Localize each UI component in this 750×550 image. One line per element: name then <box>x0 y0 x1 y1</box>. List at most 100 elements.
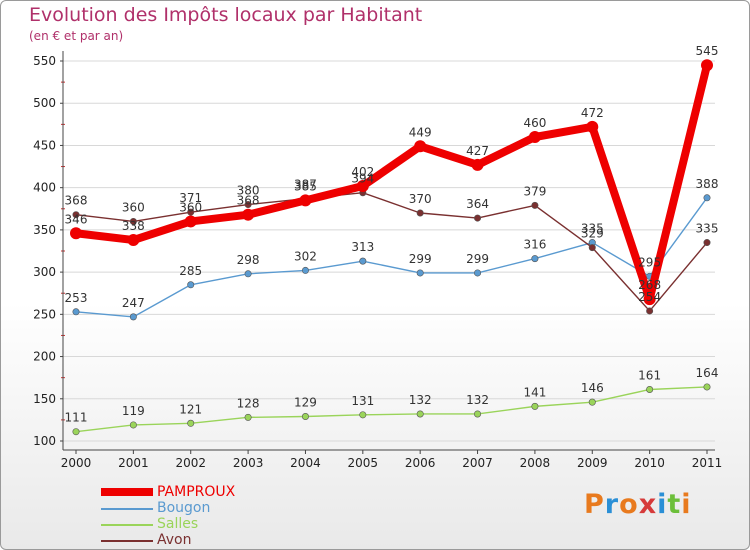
data-point-pamproux <box>356 179 369 192</box>
data-point-bougon <box>416 269 424 277</box>
series-line-pamproux <box>72 61 711 304</box>
x-tick-label: 2006 <box>405 456 436 470</box>
x-tick-label: 2002 <box>175 456 206 470</box>
data-label-bougon: 299 <box>409 252 432 266</box>
logo-letter: r <box>604 489 620 520</box>
data-label-salles: 131 <box>351 394 374 408</box>
y-tick-label: 150 <box>33 392 56 406</box>
data-point-pamproux <box>643 293 656 306</box>
data-point-avon <box>646 307 654 315</box>
x-tick-label: 2001 <box>118 456 149 470</box>
data-label-pamproux: 472 <box>581 106 604 120</box>
y-tick-label: 300 <box>33 265 56 279</box>
data-label-salles: 129 <box>294 396 317 410</box>
data-point-salles <box>703 383 711 391</box>
data-label-pamproux: 368 <box>237 194 260 208</box>
proxiti-logo: Proxiti <box>584 489 692 520</box>
data-label-salles: 141 <box>523 385 546 399</box>
legend-label: Bougon <box>157 500 211 516</box>
data-label-salles: 164 <box>696 366 719 380</box>
data-label-bougon: 388 <box>696 177 719 191</box>
series-line-salles <box>75 386 708 433</box>
legend-label: PAMPROUX <box>157 484 236 500</box>
data-label-avon: 254 <box>638 290 661 304</box>
y-tick-label: 100 <box>33 434 56 448</box>
data-point-bougon <box>244 270 252 278</box>
data-point-pamproux <box>414 140 427 153</box>
data-point-bougon <box>129 313 137 321</box>
x-tick-label: 2003 <box>233 456 264 470</box>
data-point-pamproux <box>471 158 484 171</box>
data-label-pamproux: 346 <box>65 212 88 226</box>
legend-swatch <box>101 508 153 510</box>
data-point-pamproux <box>70 227 82 240</box>
data-label-salles: 161 <box>638 368 661 382</box>
data-label-salles: 119 <box>122 404 145 418</box>
data-point-avon <box>416 209 424 217</box>
data-label-bougon: 298 <box>237 253 260 267</box>
data-label-avon: 387 <box>294 178 317 192</box>
data-point-salles <box>474 410 482 418</box>
data-point-avon <box>129 217 137 225</box>
data-label-salles: 146 <box>581 381 604 395</box>
data-point-bougon <box>703 194 711 202</box>
data-label-avon: 370 <box>409 192 432 206</box>
data-point-pamproux <box>242 208 255 221</box>
legend-label: Salles <box>157 516 199 532</box>
data-point-bougon <box>531 255 539 263</box>
logo-letter: i <box>681 489 692 520</box>
data-label-salles: 132 <box>466 393 489 407</box>
x-tick-label: 2004 <box>290 456 321 470</box>
legend-swatch <box>101 524 153 526</box>
data-label-avon: 379 <box>523 184 546 198</box>
series-line-bougon <box>75 197 708 318</box>
data-label-bougon: 253 <box>65 291 88 305</box>
data-point-bougon <box>359 257 367 265</box>
data-point-bougon <box>72 308 80 316</box>
logo-letter: o <box>619 489 639 520</box>
data-point-bougon <box>474 269 482 277</box>
data-label-bougon: 313 <box>351 240 374 254</box>
data-point-avon <box>703 239 711 247</box>
data-label-pamproux: 268 <box>638 278 661 292</box>
logo-letter: t <box>667 489 682 520</box>
data-point-pamproux <box>184 215 197 228</box>
data-point-salles <box>301 413 309 421</box>
data-label-bougon: 316 <box>523 238 546 252</box>
legend-label: Avon <box>157 532 192 548</box>
data-label-pamproux: 427 <box>466 144 489 158</box>
chart-subtitle: (en € et par an) <box>29 29 124 43</box>
data-point-avon <box>588 244 596 252</box>
data-label-bougon: 295 <box>638 255 661 269</box>
data-label-avon: 371 <box>179 191 202 205</box>
logo-letter: i <box>657 489 668 520</box>
data-point-pamproux <box>528 131 541 143</box>
data-label-pamproux: 402 <box>351 165 374 179</box>
x-tick-label: 2010 <box>634 456 665 470</box>
chart-title: Evolution des Impôts locaux par Habitant <box>29 4 423 26</box>
data-label-bougon: 302 <box>294 249 317 263</box>
x-tick-label: 2005 <box>348 456 379 470</box>
y-tick-label: 500 <box>33 96 56 110</box>
series-line-avon <box>75 192 708 312</box>
legend-swatch <box>101 488 153 496</box>
data-label-salles: 121 <box>179 402 202 416</box>
data-label-bougon: 285 <box>179 264 202 278</box>
data-label-salles: 111 <box>65 411 88 425</box>
data-point-salles <box>359 411 367 419</box>
data-point-pamproux <box>127 234 140 247</box>
data-point-avon <box>244 201 252 209</box>
y-tick-label: 550 <box>33 54 56 68</box>
data-label-bougon: 247 <box>122 296 145 310</box>
x-tick-label: 2007 <box>462 456 493 470</box>
x-tick-label: 2009 <box>577 456 608 470</box>
data-point-salles <box>416 410 424 418</box>
y-tick-label: 350 <box>33 223 56 237</box>
logo-letter: P <box>584 489 605 520</box>
data-point-bougon <box>187 281 195 289</box>
x-tick-label: 2008 <box>520 456 551 470</box>
data-label-pamproux: 545 <box>696 44 719 58</box>
data-label-pamproux: 449 <box>409 125 432 139</box>
